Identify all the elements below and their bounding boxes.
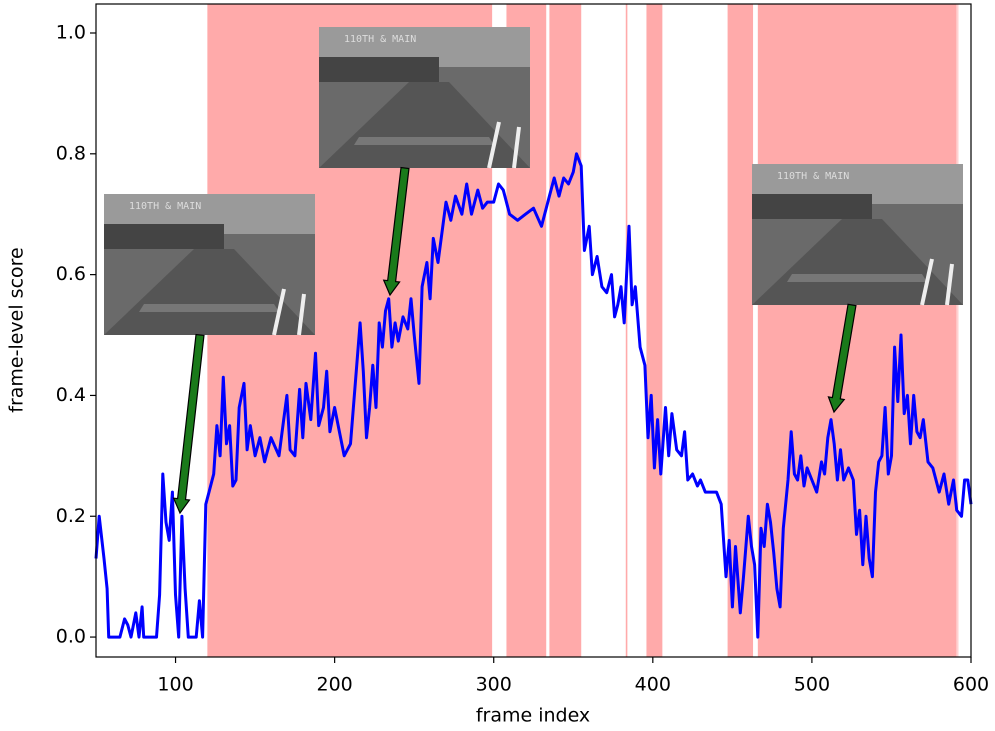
shaded-span (646, 4, 663, 657)
y-tick-label: 0.8 (56, 142, 86, 164)
video-frame-thumbnail (102, 192, 317, 337)
score-line (94, 152, 973, 639)
y-tick-label: 0.6 (56, 263, 86, 285)
y-tick-label: 0.2 (56, 505, 86, 527)
video-frame-thumbnail (750, 162, 965, 307)
y-axis-label: frame-level score (6, 247, 28, 412)
x-axis-label: frame index (476, 705, 590, 727)
y-tick-label: 1.0 (56, 21, 86, 43)
x-tick-label: 100 (157, 674, 193, 696)
y-tick-label: 0.0 (56, 626, 86, 648)
y-tick-label: 0.4 (56, 384, 86, 406)
annotation-arrow (382, 166, 410, 297)
shaded-span (957, 4, 959, 657)
x-tick-label: 500 (794, 674, 830, 696)
annotation-arrow (827, 303, 857, 414)
shaded-span (727, 4, 754, 657)
shaded-span (549, 4, 582, 657)
annotation-arrow (172, 333, 205, 515)
shaded-span (625, 4, 628, 657)
plot-frame (95, 3, 972, 658)
x-tick-label: 200 (317, 674, 353, 696)
x-tick-label: 300 (476, 674, 512, 696)
shaded-span (757, 4, 957, 657)
video-frame-thumbnail (317, 25, 532, 170)
x-tick-label: 600 (953, 674, 989, 696)
x-tick-label: 400 (635, 674, 671, 696)
